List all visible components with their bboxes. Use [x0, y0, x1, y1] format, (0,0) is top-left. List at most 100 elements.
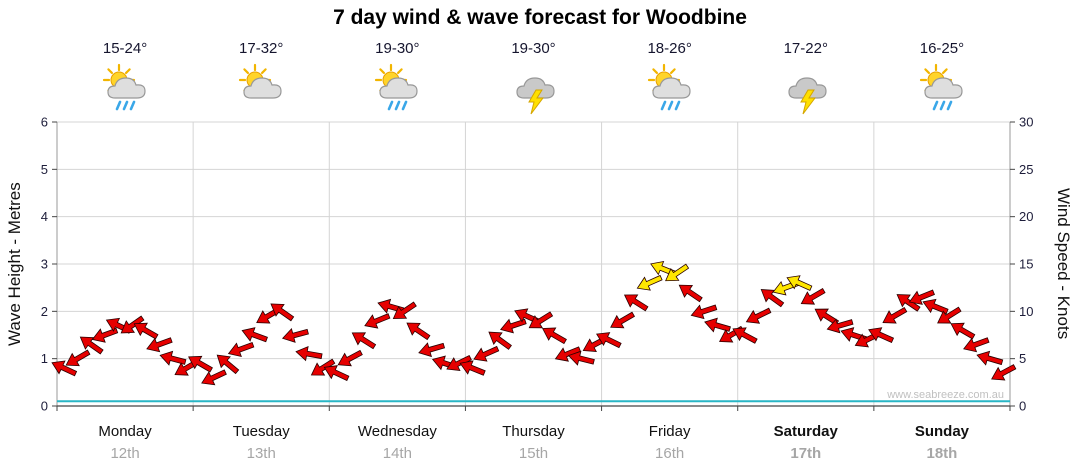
- watermark: www.seabreeze.com.au: [886, 389, 1004, 401]
- wind-arrow: [963, 337, 990, 353]
- sun-cloud-rain-weather-icon: [375, 63, 418, 111]
- wind-arrow: [542, 327, 567, 345]
- wind-arrow: [337, 349, 363, 367]
- wind-arrow: [922, 298, 949, 315]
- raindrop-icon: [939, 100, 946, 111]
- wind-axis-tick-label: 25: [1019, 162, 1033, 177]
- sun-ray: [107, 68, 114, 75]
- wind-arrow: [323, 365, 350, 382]
- wave-axis-tick-label: 6: [41, 115, 48, 130]
- raindrop-icon: [402, 100, 408, 111]
- wind-arrow: [908, 289, 935, 305]
- day-temperature: 17-22°: [783, 40, 828, 57]
- wind-arrow: [446, 355, 472, 372]
- wind-arrow: [120, 315, 145, 334]
- wind-arrow: [79, 336, 104, 355]
- sun-ray: [669, 68, 676, 75]
- wave-axis-tick-label: 1: [41, 351, 48, 366]
- wave-axis-tick-label: 2: [41, 304, 48, 319]
- sun-ray: [125, 68, 131, 75]
- sun-ray: [397, 68, 404, 75]
- sun-cloud-weather-icon: [239, 63, 282, 99]
- raindrop-icon: [932, 100, 939, 111]
- wind-arrow: [596, 332, 622, 349]
- day-name-label: Thursday: [502, 423, 565, 440]
- day-temperature: 16-25°: [919, 40, 965, 57]
- wind-arrow: [554, 346, 582, 362]
- wind-arrow: [567, 350, 595, 366]
- wind-arrow: [950, 322, 976, 340]
- wind-arrow: [473, 345, 500, 362]
- wind-arrow: [991, 364, 1017, 381]
- wind-arrow: [241, 327, 268, 343]
- day-date-label: 17th: [790, 445, 821, 462]
- day-name-label: Wednesday: [358, 423, 437, 440]
- cloud-icon: [107, 77, 146, 99]
- cloud-icon: [788, 77, 827, 99]
- raindrop-icon: [122, 100, 129, 111]
- wind-arrow: [826, 318, 854, 334]
- wind-arrow: [678, 284, 703, 303]
- sun-ray: [651, 68, 658, 75]
- wind-arrow: [51, 360, 78, 377]
- wind-arrow: [896, 294, 921, 312]
- wind-arrow: [488, 331, 512, 350]
- day-date-label: 16th: [655, 445, 684, 462]
- sun-ray: [243, 68, 250, 75]
- wind-arrow: [800, 288, 826, 305]
- day-temperature: 15-24°: [102, 40, 148, 57]
- wave-axis-tick-label: 5: [41, 162, 48, 177]
- day-name-label: Sunday: [915, 423, 970, 440]
- raindrop-icon: [115, 100, 122, 111]
- wind-arrow: [882, 306, 908, 324]
- wind-axis-tick-label: 0: [1019, 399, 1026, 414]
- day-date-label: 15th: [519, 445, 548, 462]
- wave-axis-tick-label: 0: [41, 399, 48, 414]
- day-date-label: 18th: [927, 445, 958, 462]
- wind-arrow: [406, 322, 431, 341]
- wind-axis-tick-label: 20: [1019, 209, 1033, 224]
- sun-ray: [924, 68, 930, 75]
- raindrop-icon: [395, 100, 401, 111]
- day-temperature: 19-30°: [511, 40, 556, 57]
- sun-ray: [261, 68, 267, 75]
- wind-arrow: [295, 346, 323, 362]
- day-name-label: Friday: [649, 423, 691, 440]
- cloud-icon: [652, 77, 691, 99]
- sun-cloud-rain-weather-icon: [102, 63, 146, 111]
- day-date-label: 12th: [110, 445, 139, 462]
- wind-arrow: [133, 322, 159, 340]
- wind-arrow: [636, 274, 663, 291]
- raindrop-icon: [674, 100, 680, 111]
- wind-arrow: [623, 294, 649, 312]
- cloud-icon: [924, 77, 963, 99]
- wind-axis-tick-label: 15: [1019, 257, 1033, 272]
- chart-title: 7 day wind & wave forecast for Woodbine: [333, 6, 747, 29]
- wind-arrow: [201, 369, 227, 386]
- wave-axis-tick-label: 3: [41, 257, 48, 272]
- wind-arrow: [786, 275, 813, 291]
- wind-arrow: [665, 263, 690, 282]
- wind-arrow: [732, 327, 758, 344]
- sun-cloud-rain-weather-icon: [647, 63, 691, 111]
- wind-arrow: [159, 350, 187, 366]
- day-date-label: 14th: [383, 445, 412, 462]
- wind-arrow: [227, 341, 255, 358]
- wind-axis-tick-label: 5: [1019, 351, 1026, 366]
- raindrop-icon: [667, 100, 673, 111]
- day-name-label: Monday: [98, 423, 152, 440]
- raindrop-icon: [129, 100, 136, 111]
- day-temperature: 18-26°: [647, 40, 692, 57]
- day-name-label: Tuesday: [233, 423, 290, 440]
- raindrop-icon: [946, 100, 953, 111]
- wind-arrow: [281, 327, 309, 343]
- wind-arrow: [364, 313, 391, 329]
- day-name-label: Saturday: [774, 423, 839, 440]
- wind-arrow: [528, 311, 554, 329]
- wind-axis-tick-label: 10: [1019, 304, 1033, 319]
- lightning-icon: [799, 89, 816, 115]
- wind-axis-label: Wind Speed - Knots: [1054, 188, 1073, 340]
- cloud-icon: [379, 77, 418, 99]
- sun-ray: [941, 68, 948, 75]
